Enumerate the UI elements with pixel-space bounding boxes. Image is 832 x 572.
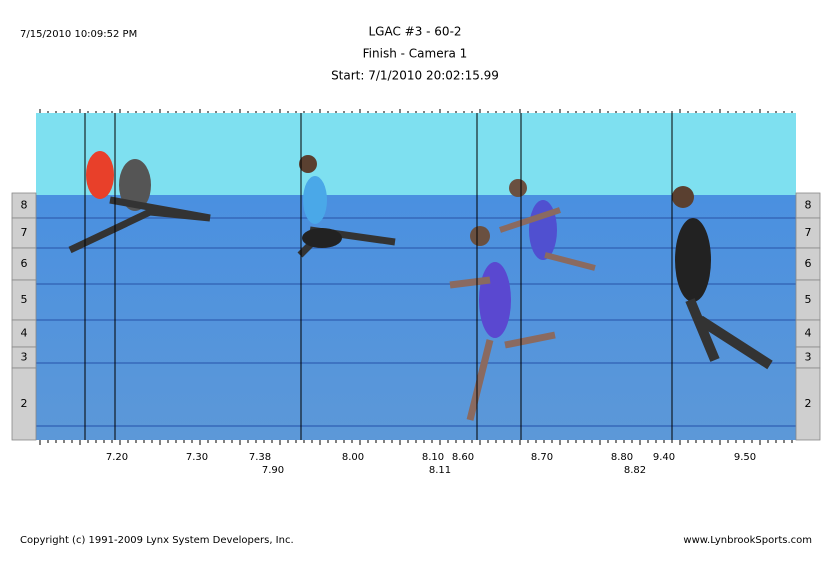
time-labels: 7.20 7.30 7.38 8.00 8.10 8.60 8.70 8.80 9.40 9.50… <box>106 452 756 476</box>
time-label: 7.90 <box>262 465 284 476</box>
time-label: 8.80 <box>611 452 633 463</box>
lane-label: 5 <box>21 293 28 306</box>
lane-label: 5 <box>805 293 812 306</box>
lane-label: 8 <box>21 199 28 212</box>
time-label: 9.50 <box>734 452 756 463</box>
lane-labels: 8 8 7 7 6 6 5 5 4 4 3 3 2 2 <box>11 192 821 441</box>
race-title: LGAC #3 - 60-2 <box>368 25 461 39</box>
website: www.LynbrookSports.com <box>683 535 812 546</box>
time-label: 7.30 <box>186 452 208 463</box>
lane-label: 7 <box>21 226 28 239</box>
time-ticks <box>39 109 793 445</box>
lane-label: 2 <box>21 397 28 410</box>
time-label: 7.38 <box>249 452 271 463</box>
lane-box <box>795 192 821 219</box>
lane-label: 3 <box>805 351 812 364</box>
runners <box>68 151 773 421</box>
time-label: 9.40 <box>653 452 675 463</box>
lane-label: 6 <box>805 257 812 270</box>
lane-box <box>795 217 821 249</box>
time-label: 7.20 <box>106 452 128 463</box>
time-label: 8.11 <box>429 465 451 476</box>
lane-label: 3 <box>21 351 28 364</box>
time-label: 8.00 <box>342 452 364 463</box>
lane-label: 4 <box>21 327 28 340</box>
lane-label: 8 <box>805 199 812 212</box>
timestamp: 7/15/2010 10:09:52 PM <box>20 29 137 40</box>
lane-box <box>11 247 37 281</box>
time-label: 8.60 <box>452 452 474 463</box>
lane-label: 6 <box>21 257 28 270</box>
lane-box <box>795 367 821 441</box>
start-time: Start: 7/1/2010 20:02:15.99 <box>331 69 499 83</box>
lane-box <box>11 192 37 219</box>
lane-label: 4 <box>805 327 812 340</box>
time-label: 8.70 <box>531 452 553 463</box>
finish-image <box>36 113 796 440</box>
lane-box <box>795 247 821 281</box>
lane-label: 2 <box>805 397 812 410</box>
lane-box <box>11 367 37 441</box>
camera-label: Finish - Camera 1 <box>363 47 468 61</box>
time-label: 8.10 <box>422 452 444 463</box>
copyright: Copyright (c) 1991-2009 Lynx System Deve… <box>20 535 294 546</box>
lane-box <box>795 279 821 321</box>
time-label: 8.82 <box>624 465 646 476</box>
lane-label: 7 <box>805 226 812 239</box>
lane-box <box>11 319 37 348</box>
